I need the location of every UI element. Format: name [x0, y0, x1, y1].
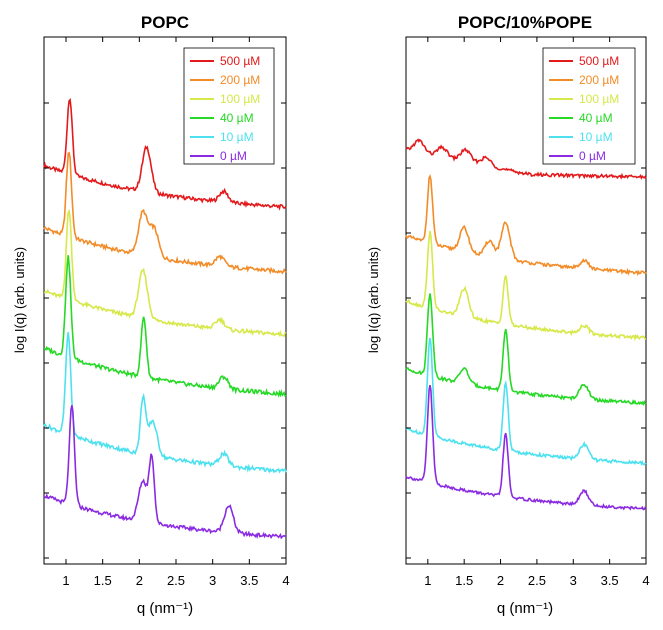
legend-label: 100 µM: [579, 92, 619, 106]
series-line: [405, 138, 647, 180]
panel-popc-yticks: [44, 102, 286, 559]
legend-box: [542, 47, 636, 165]
legend-label: 0 µM: [579, 149, 606, 163]
series-line: [405, 293, 647, 407]
x-tick-label: 2.5: [528, 573, 546, 588]
legend-label: 0 µM: [220, 149, 247, 163]
legend-label: 40 µM: [579, 111, 613, 125]
x-tick-label: 3: [570, 573, 577, 588]
legend-box: [183, 47, 275, 165]
panel-popc-ylabel: log I(q) (arb. units): [12, 247, 27, 353]
panel-popc-plot: 1 1.5 2 2.5 3 3.5 4 500 µM 200 µM 100 µM 40 µM 10 …: [43, 36, 290, 588]
series-line: [44, 405, 287, 540]
legend-label: 10 µM: [579, 130, 613, 144]
panel-popc-legend: 500 µM 200 µM 100 µM 40 µM 10 µM 0 µM: [183, 47, 275, 165]
panel-popc-pope-xlabel: q (nm⁻¹): [497, 600, 553, 617]
panel-popc-curves: [43, 98, 287, 540]
x-tick-label: 2: [136, 573, 143, 588]
series-line: [43, 151, 287, 275]
series-line: [405, 230, 647, 342]
legend-label: 10 µM: [220, 130, 254, 144]
panel-popc-pope-title: POPC/10%POPE: [458, 13, 592, 32]
x-tick-label: 2: [497, 573, 504, 588]
x-tick-label: 4: [642, 573, 649, 588]
series-line: [43, 208, 287, 338]
panel-popc-pope: POPC/10%POPE log I(q) (arb. units) q (nm…: [366, 13, 650, 617]
x-tick-label: 3.5: [601, 573, 619, 588]
panel-popc-pope-xticks: 1 1.5 2 2.5 3 3.5 4: [424, 37, 650, 588]
x-tick-label: 3: [209, 573, 216, 588]
x-tick-label: 2.5: [167, 573, 185, 588]
series-line: [43, 255, 287, 398]
series-line: [43, 332, 287, 474]
legend-label: 100 µM: [220, 92, 260, 106]
panel-popc-pope-curves: [405, 138, 647, 511]
legend-label: 200 µM: [579, 73, 619, 87]
x-tick-label: 1: [62, 573, 69, 588]
x-tick-label: 3.5: [240, 573, 258, 588]
panel-popc-xlabel: q (nm⁻¹): [137, 600, 193, 617]
legend-label: 500 µM: [579, 54, 619, 68]
series-line: [43, 98, 287, 211]
x-tick-label: 4: [282, 573, 289, 588]
x-tick-label: 1.5: [94, 573, 112, 588]
series-line: [405, 173, 647, 277]
panel-popc-pope-plot: 1 1.5 2 2.5 3 3.5 4 500 µM 200 µM 100 µM 40 µM 10 …: [405, 36, 650, 588]
series-line: [405, 337, 647, 466]
legend-label: 40 µM: [220, 111, 254, 125]
x-tick-label: 1.5: [455, 573, 473, 588]
legend-label: 500 µM: [220, 54, 260, 68]
panel-popc-pope-yticks: [406, 102, 646, 559]
legend-label: 200 µM: [220, 73, 260, 87]
panel-popc-pope-ylabel: log I(q) (arb. units): [366, 247, 381, 353]
panel-popc-pope-legend: 500 µM 200 µM 100 µM 40 µM 10 µM 0 µM: [542, 47, 636, 165]
panel-popc-title: POPC: [141, 13, 189, 32]
panel-popc-xticks: 1 1.5 2 2.5 3 3.5 4: [62, 37, 290, 588]
panel-popc: POPC log I(q) (arb. units) q (nm⁻¹) 1 1.5…: [12, 13, 290, 617]
x-tick-label: 1: [424, 573, 431, 588]
series-line: [405, 385, 647, 511]
